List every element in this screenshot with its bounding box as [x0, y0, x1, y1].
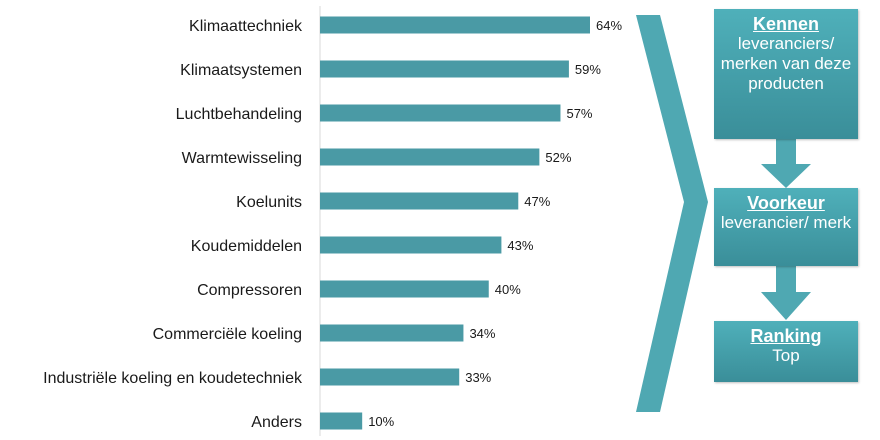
bar — [320, 104, 561, 122]
value-label: 47% — [524, 194, 550, 209]
bar — [320, 368, 460, 386]
funnel-step-text: Top — [772, 346, 800, 365]
bar — [320, 148, 540, 166]
category-label: Klimaatsystemen — [180, 62, 302, 79]
value-label: 10% — [368, 414, 394, 429]
category-label: Warmtewisseling — [182, 150, 302, 167]
funnel-step-heading: Ranking — [750, 326, 822, 346]
chevron-arrow — [636, 15, 708, 412]
category-label: Commerciële koeling — [153, 326, 302, 343]
bar — [320, 60, 569, 78]
funnel-step-kennen: Kennen leveranciers/ merken van deze pro… — [714, 9, 858, 139]
value-label: 52% — [545, 150, 571, 165]
bar — [320, 192, 519, 210]
value-label: 33% — [465, 370, 491, 385]
category-label: Koudemiddelen — [191, 238, 302, 255]
funnel-step-text: leverancier/ merk — [720, 213, 852, 232]
category-label: Luchtbehandeling — [176, 106, 302, 123]
category-label: Compressoren — [197, 282, 302, 299]
bar — [320, 280, 489, 298]
category-label: Klimaattechniek — [189, 18, 303, 35]
bar — [320, 16, 590, 34]
bar — [320, 236, 502, 254]
value-label: 40% — [495, 282, 521, 297]
value-label: 57% — [566, 106, 592, 121]
value-label: 34% — [469, 326, 495, 341]
funnel-step-heading: Voorkeur — [747, 193, 825, 213]
value-label: 64% — [596, 18, 622, 33]
bars-layer: Klimaattechniek 64% Klimaatsystemen 59% Luch… — [43, 6, 622, 436]
funnel-step-voorkeur: Voorkeur leverancier/ merk — [714, 188, 858, 266]
funnel-step-heading: Kennen — [752, 14, 819, 34]
funnel-step-ranking: Ranking Top — [714, 321, 858, 382]
funnel-step-text: leveranciers/ merken van deze producten — [720, 34, 852, 93]
funnel-down-arrow-1 — [761, 138, 811, 188]
value-label: 59% — [575, 62, 601, 77]
category-label: Anders — [251, 414, 302, 431]
bar — [320, 324, 464, 342]
value-label: 43% — [507, 238, 533, 253]
category-label: Industriële koeling en koudetechniek — [43, 370, 303, 387]
bar — [320, 412, 363, 430]
funnel-down-arrow-2 — [761, 266, 811, 320]
category-label: Koelunits — [236, 194, 302, 211]
